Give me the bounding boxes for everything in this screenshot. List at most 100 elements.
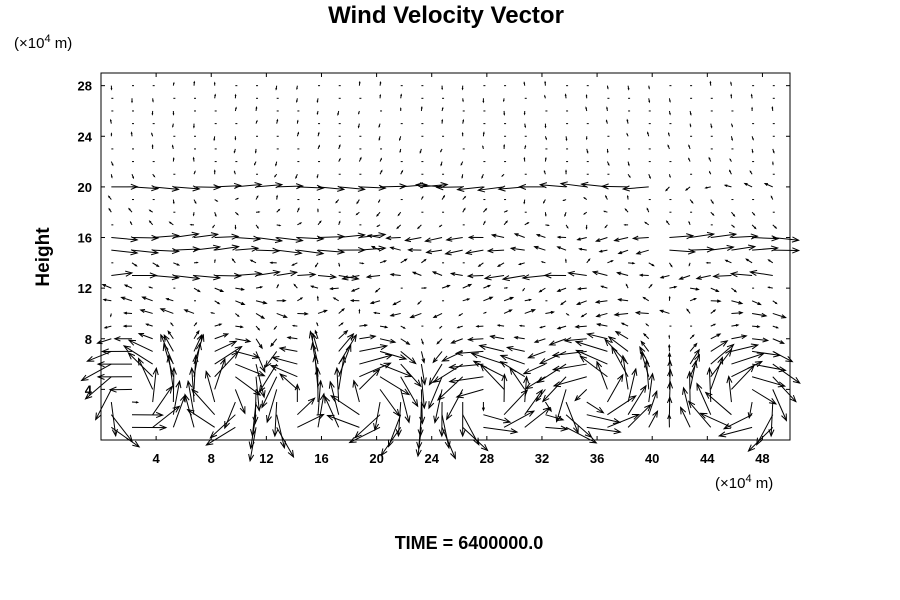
wind-vector	[432, 312, 443, 319]
wind-vector	[731, 224, 736, 228]
y-tick-label: 12	[78, 281, 92, 296]
wind-vector	[131, 174, 134, 180]
wind-vector	[544, 80, 547, 86]
wind-vector	[606, 85, 609, 90]
wind-vector	[645, 323, 650, 327]
wind-vector	[444, 249, 463, 256]
wind-vector	[574, 340, 608, 352]
wind-vector	[731, 311, 744, 315]
wind-vector	[648, 98, 651, 104]
wind-vector	[509, 366, 526, 390]
wind-vector	[358, 308, 361, 314]
wind-vector	[771, 105, 774, 112]
wind-vector	[419, 389, 426, 425]
wind-vector	[523, 81, 526, 86]
wind-vector	[458, 313, 463, 317]
wind-vector	[607, 336, 629, 352]
wind-vector	[518, 324, 525, 327]
wind-vector	[627, 161, 630, 167]
wind-vector	[772, 389, 787, 422]
wind-vector	[193, 199, 197, 205]
wind-vector	[648, 174, 651, 180]
wind-vector	[214, 333, 230, 340]
wind-vector	[483, 274, 505, 281]
wind-vector	[224, 401, 236, 430]
wind-vector	[269, 365, 298, 378]
wind-vector	[586, 332, 608, 340]
wind-vector	[503, 296, 515, 302]
wind-vector	[620, 322, 629, 327]
wind-vector	[607, 413, 641, 428]
wind-vector	[276, 414, 286, 450]
wind-vector	[688, 220, 691, 226]
wind-vector	[397, 211, 402, 217]
wind-vector	[648, 85, 650, 90]
wind-vector	[687, 400, 712, 428]
wind-vector	[330, 395, 360, 416]
wind-vector	[605, 119, 608, 124]
wind-vector	[640, 340, 650, 352]
wind-vector	[482, 98, 485, 104]
wind-vector	[130, 131, 133, 137]
wind-vector	[668, 98, 671, 103]
wind-vector	[544, 94, 546, 99]
wind-vector	[141, 296, 153, 302]
wind-vector	[420, 376, 427, 410]
wind-vector	[462, 298, 471, 302]
wind-vector	[400, 169, 404, 175]
wind-vector	[338, 329, 349, 340]
wind-vector	[535, 234, 546, 238]
wind-vector	[524, 298, 533, 302]
wind-vector	[209, 414, 236, 439]
wind-vector	[441, 284, 451, 289]
wind-vector	[379, 325, 389, 329]
wind-vector	[131, 401, 140, 404]
wind-vector	[731, 360, 764, 378]
wind-vector	[502, 98, 505, 103]
x-tick-label: 44	[700, 451, 715, 466]
wind-vector	[545, 425, 569, 432]
wind-vector	[204, 370, 216, 403]
wind-vector	[486, 248, 505, 254]
wind-vector	[556, 325, 567, 330]
wind-vector	[255, 195, 259, 200]
wind-vector	[565, 169, 567, 175]
wind-vector	[171, 144, 174, 150]
wind-vector	[503, 388, 529, 416]
wind-vector	[710, 231, 738, 239]
wind-vector	[399, 136, 402, 142]
wind-vector	[214, 300, 221, 305]
wind-vector	[193, 322, 198, 327]
wind-vector	[276, 236, 304, 243]
wind-vector	[273, 325, 278, 331]
wind-vector	[509, 246, 525, 252]
wind-vector	[110, 161, 114, 167]
wind-vector	[172, 81, 175, 86]
x-tick-label: 4	[153, 451, 161, 466]
wind-vector	[535, 389, 546, 403]
wind-vector	[234, 106, 237, 112]
y-tick-label: 8	[85, 332, 92, 347]
wind-vector	[359, 245, 387, 252]
wind-vector	[770, 195, 774, 200]
wind-vector	[132, 424, 168, 431]
wind-vector	[255, 224, 259, 229]
wind-vector	[213, 136, 216, 142]
wind-vector	[501, 274, 525, 282]
wind-vector	[123, 284, 133, 289]
wind-vector	[113, 336, 133, 342]
wind-vector	[255, 313, 266, 320]
wind-vector	[100, 348, 133, 355]
wind-vector	[317, 309, 328, 314]
wind-vector	[128, 207, 133, 213]
wind-vector	[152, 262, 160, 268]
wind-vector	[95, 389, 112, 421]
wind-vector	[172, 199, 175, 205]
wind-vector	[440, 161, 443, 167]
wind-vector	[110, 174, 113, 179]
wind-vector	[234, 93, 237, 99]
wind-vector	[503, 309, 513, 314]
wind-vector	[370, 245, 381, 251]
wind-vector	[311, 332, 319, 352]
wind-vector	[210, 312, 215, 314]
